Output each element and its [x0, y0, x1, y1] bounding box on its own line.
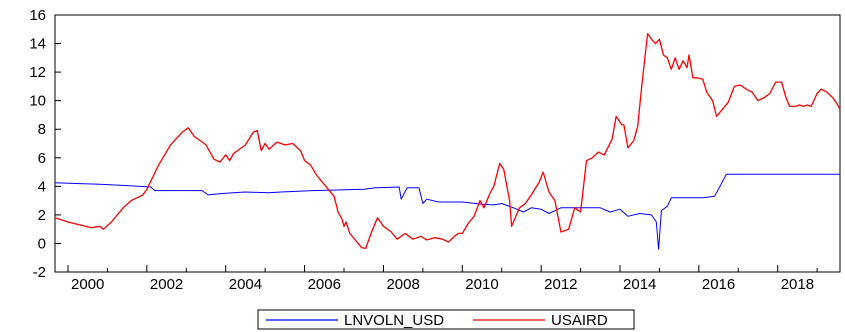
y-tick-label: 16: [29, 7, 46, 24]
y-tick-label: -2: [33, 264, 46, 281]
series-line-lnvoln-usd: [54, 173, 840, 250]
y-tick-label: 14: [29, 36, 46, 53]
x-tick-label: 2018: [781, 276, 814, 293]
plot-frame: [54, 14, 841, 273]
x-tick-label: 2006: [308, 276, 341, 293]
series-line-usaird: [54, 32, 841, 250]
y-axis: -2 0 2 4 6 8 10 12 14 16: [29, 7, 61, 281]
x-tick-label: 2010: [465, 276, 498, 293]
y-tick-label: 8: [38, 121, 46, 138]
y-tick-label: 4: [38, 178, 46, 195]
y-tick-label: 2: [38, 207, 46, 224]
x-tick-label: 2012: [544, 276, 577, 293]
legend-label-usaird: USAIRD: [551, 312, 608, 329]
legend: LNVOLN_USD USAIRD: [257, 309, 635, 330]
series-layer: [54, 32, 841, 250]
x-tick-label: 2000: [71, 276, 104, 293]
legend-label-lnvoln-usd: LNVOLN_USD: [344, 312, 444, 329]
y-tick-label: 6: [38, 150, 46, 167]
x-tick-label: 2016: [702, 276, 735, 293]
y-tick-label: 0: [38, 235, 46, 252]
x-axis: 2000 2002 2004 2006 2008 2010 2012 2014 2016 2018: [67, 265, 818, 293]
legend-box: [257, 309, 635, 330]
x-tick-label: 2014: [623, 276, 656, 293]
x-tick-label: 2002: [150, 276, 183, 293]
x-tick-label: 2004: [229, 276, 262, 293]
y-tick-label: 12: [29, 64, 46, 81]
y-tick-label: 10: [29, 93, 46, 110]
x-tick-label: 2008: [386, 276, 419, 293]
